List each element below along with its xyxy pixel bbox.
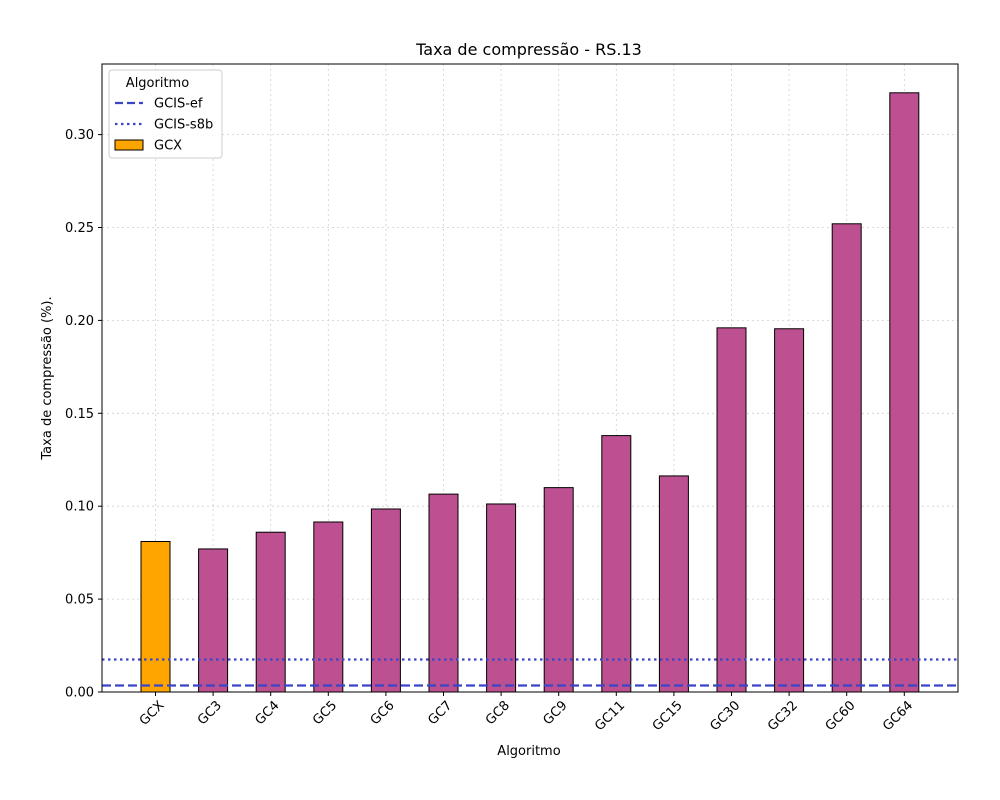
x-tick-label: GC9 [541,698,571,728]
bar-gc11 [601,435,632,693]
x-tick-label: GC3 [195,698,225,728]
y-tick-label: 0.15 [65,407,94,422]
x-tick-label: GC64 [880,698,916,734]
legend-label-gcis-s8b: GCIS-s8b [154,118,213,133]
y-tick-label: 0.00 [65,686,94,701]
grid [102,64,958,693]
x-tick-label: GC6 [368,698,398,728]
y-tick-label: 0.05 [65,593,94,608]
x-tick-label: GC60 [823,698,859,734]
bar-gc64 [889,92,920,693]
x-tick-label: GCX [137,698,168,729]
bar-gc5 [313,521,344,693]
bar-gc6 [370,508,401,693]
y-axis: 0.00 0.05 0.10 0.15 0.20 0.25 0.30 [65,128,102,701]
x-tick-label: GC8 [483,698,513,728]
legend-box [108,69,223,159]
bar-gc7 [428,493,459,693]
legend-swatch-gcx [114,139,144,151]
x-tick-label: GC4 [253,698,283,728]
bar-gc60 [831,223,862,693]
y-tick-label: 0.20 [65,314,94,329]
x-axis-label: Algoritmo [497,744,560,759]
bars [140,92,920,693]
y-tick-label: 0.30 [65,128,94,143]
legend-label-gcis-ef: GCIS-ef [154,97,203,112]
y-tick-label: 0.10 [65,500,94,515]
bar-gcx [140,541,171,693]
x-tick-label: GC30 [707,698,743,734]
bar-gc15 [658,475,689,693]
legend-label-gcx: GCX [154,139,182,154]
plot-frame [101,63,959,693]
reference-lines [102,658,958,687]
x-tick-label: GC32 [765,698,801,734]
bar-gc32 [774,328,805,693]
x-tick-label: GC5 [310,698,340,728]
bar-gc3 [198,548,229,693]
x-tick-label: GC7 [425,698,455,728]
bar-gc8 [486,503,517,693]
bar-gc4 [255,531,286,693]
bar-gc30 [716,327,747,693]
x-tick-label: GC15 [650,698,686,734]
y-tick-label: 0.25 [65,221,94,236]
legend-title: Algoritmo [126,76,189,91]
bar-gc9 [543,487,574,693]
x-axis: GCX GC3 GC4 GC5 GC6 GC7 GC8 GC9 GC11 GC15 GC30 GC32… [137,692,916,734]
chart-title: Taxa de compressão - RS.13 [415,40,642,59]
x-tick-label: GC11 [592,698,628,734]
legend: Algoritmo GCIS-ef GCIS-s8b GCX [108,69,223,159]
y-axis-label: Taxa de compressão (%). [40,296,55,460]
